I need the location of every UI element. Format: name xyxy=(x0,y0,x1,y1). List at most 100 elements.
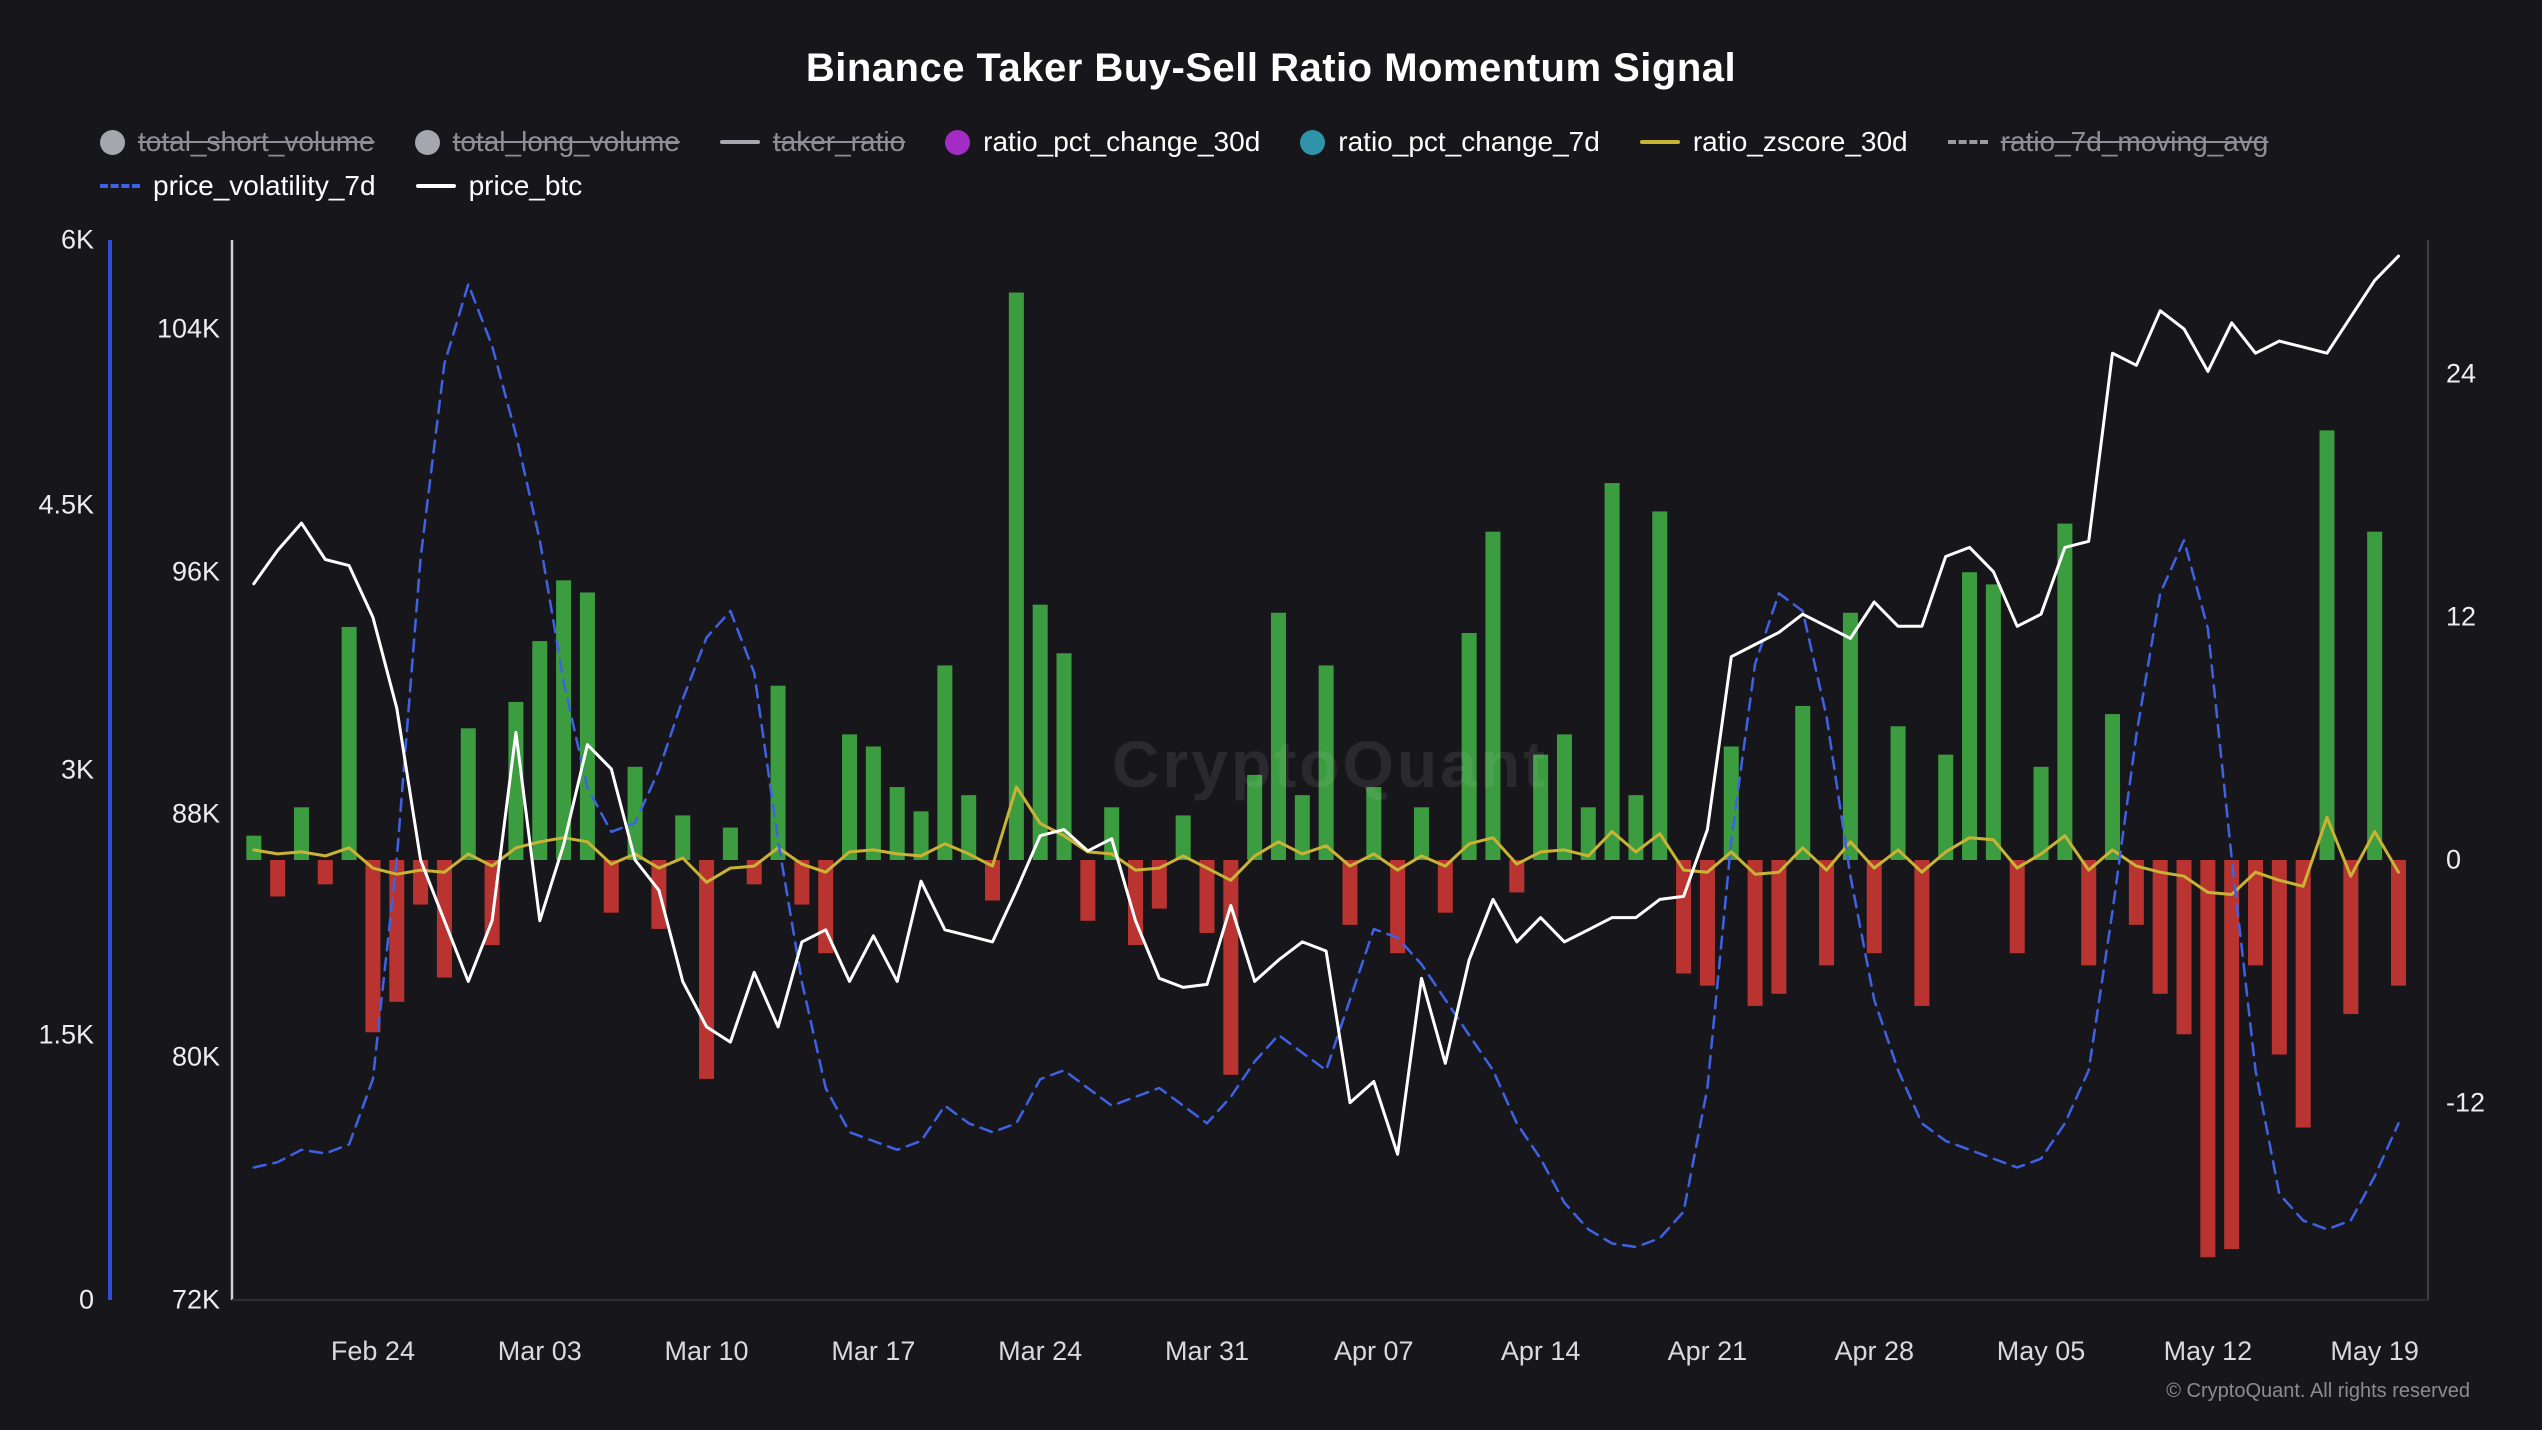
legend-label: ratio_7d_moving_avg xyxy=(2000,126,2269,157)
ratio_pct_change_30d-icon xyxy=(945,129,971,155)
x-tick: Mar 10 xyxy=(664,1336,749,1366)
bar xyxy=(1270,612,1286,860)
bar xyxy=(246,835,262,860)
bar xyxy=(1890,726,1906,860)
legend-item-ratio_zscore_30d[interactable]: ratio_zscore_30d xyxy=(1639,128,1908,156)
bar xyxy=(508,701,524,860)
bar xyxy=(1437,860,1453,913)
bar xyxy=(722,827,738,860)
bar xyxy=(675,815,691,860)
bar xyxy=(1247,774,1263,860)
bar xyxy=(937,665,953,860)
x-tick: Apr 07 xyxy=(1334,1336,1414,1366)
bar xyxy=(2057,523,2073,860)
price_btc-icon xyxy=(415,184,456,188)
legend-label: ratio_pct_change_30d xyxy=(983,126,1261,157)
x-tick: Mar 24 xyxy=(998,1336,1083,1366)
legend-item-taker_ratio[interactable]: taker_ratio xyxy=(719,128,905,156)
bar xyxy=(1413,807,1429,860)
bar xyxy=(1580,807,1596,860)
bar xyxy=(1128,860,1144,946)
bar xyxy=(2009,860,2025,954)
y-tick-volatility: 4.5K xyxy=(38,489,94,520)
bar xyxy=(889,787,905,860)
copyright: © CryptoQuant. All rights reserved xyxy=(2166,1380,2470,1402)
bar xyxy=(1556,734,1572,860)
bar xyxy=(532,641,548,860)
y-tick-volatility: 3K xyxy=(60,754,94,785)
legend-row-1: total_short_volume total_long_volume taker… xyxy=(100,120,2500,164)
bar xyxy=(2033,766,2049,860)
bar xyxy=(1294,795,1310,860)
bar xyxy=(1461,633,1477,860)
bar xyxy=(2391,860,2406,986)
bar xyxy=(460,728,476,860)
bar xyxy=(389,860,405,1002)
bar xyxy=(1080,860,1096,921)
bar xyxy=(1676,860,1692,974)
bar xyxy=(794,860,810,905)
legend-item-price_volatility_7d[interactable]: price_volatility_7d xyxy=(100,172,376,200)
y-tick-volatility: 1.5K xyxy=(38,1019,94,1050)
y-tick-pct: 12 xyxy=(2446,601,2477,632)
volatility-line xyxy=(252,282,2400,1249)
legend-item-ratio_pct_change_30d[interactable]: ratio_pct_change_30d xyxy=(945,128,1260,156)
price-line xyxy=(252,254,2400,1156)
total_short_volume-icon xyxy=(100,129,125,155)
bar xyxy=(365,860,381,1033)
x-tick: Mar 17 xyxy=(831,1336,916,1366)
bar xyxy=(2343,860,2359,1015)
bar xyxy=(1318,665,1334,860)
legend-item-total_long_volume[interactable]: total_long_volume xyxy=(414,128,680,156)
legend-item-price_btc[interactable]: price_btc xyxy=(415,170,583,201)
bar xyxy=(842,734,858,860)
bar xyxy=(1032,604,1048,860)
legend-item-total_short_volume[interactable]: total_short_volume xyxy=(100,128,375,156)
bar xyxy=(1056,653,1072,860)
bar xyxy=(1723,746,1739,860)
x-tick: May 12 xyxy=(2163,1336,2253,1366)
ratio-pct-change-bars xyxy=(246,292,2406,1258)
bar xyxy=(2367,531,2383,860)
bar xyxy=(1747,860,1763,1006)
y-tick-volatility: 0 xyxy=(78,1284,94,1315)
bar xyxy=(985,860,1001,901)
bar xyxy=(1699,860,1715,986)
legend-item-ratio_pct_change_7d[interactable]: ratio_pct_change_7d xyxy=(1300,128,1600,156)
bar xyxy=(2248,860,2264,966)
bar xyxy=(2224,860,2240,1250)
y-tick-price: 96K xyxy=(171,556,220,587)
legend-row-2: price_volatility_7d price_btc xyxy=(100,164,2500,208)
bar xyxy=(1962,572,1978,860)
bar xyxy=(2295,860,2311,1128)
bar xyxy=(293,807,309,860)
y-tick-price: 80K xyxy=(171,1041,220,1072)
y-tick-pct: -12 xyxy=(2446,1087,2486,1118)
bar xyxy=(961,795,977,860)
bar xyxy=(699,860,715,1079)
x-tick: May 05 xyxy=(1996,1336,2086,1366)
legend-label: price_btc xyxy=(468,170,583,201)
bar xyxy=(913,811,929,860)
bar xyxy=(2128,860,2144,925)
bar xyxy=(1771,860,1787,994)
bar xyxy=(1342,860,1358,925)
bar xyxy=(1151,860,1167,909)
bar xyxy=(1199,860,1215,933)
legend-item-ratio_7d_moving_avg[interactable]: ratio_7d_moving_avg xyxy=(1947,126,2269,157)
ratio_zscore_30d-icon xyxy=(1639,140,1680,144)
bar xyxy=(317,860,333,885)
bar xyxy=(1652,511,1668,860)
bar xyxy=(2319,430,2335,860)
x-tick: May 19 xyxy=(2330,1336,2419,1366)
legend-label: price_volatility_7d xyxy=(153,170,376,201)
price_volatility_7d-icon xyxy=(100,184,140,188)
x-tick: Apr 14 xyxy=(1500,1336,1581,1366)
bar xyxy=(1366,787,1382,860)
bar xyxy=(1604,483,1620,860)
total_long_volume-icon xyxy=(414,129,440,155)
bar xyxy=(1914,860,1930,1006)
chart-title: Binance Taker Buy-Sell Ratio Momentum Si… xyxy=(805,46,1737,90)
